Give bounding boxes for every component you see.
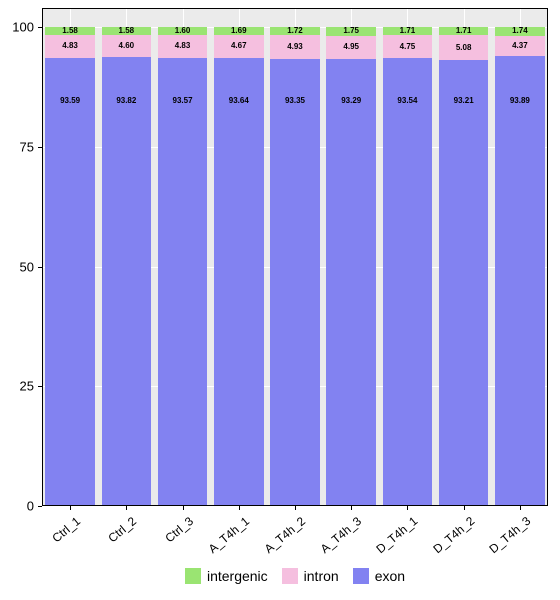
- plot-panel-border: [42, 8, 548, 506]
- x-tick-mark: [126, 506, 127, 510]
- legend-swatch-intron: [282, 568, 298, 584]
- x-tick-mark: [351, 506, 352, 510]
- y-tick-mark: [38, 506, 42, 507]
- legend-item-exon: exon: [353, 568, 405, 584]
- x-tick-mark: [464, 506, 465, 510]
- legend-swatch-exon: [353, 568, 369, 584]
- legend-swatch-intergenic: [185, 568, 201, 584]
- legend-label: intron: [304, 568, 339, 584]
- x-tick-mark: [239, 506, 240, 510]
- x-tick-label: D_T4h_2: [430, 514, 477, 556]
- x-tick-mark: [183, 506, 184, 510]
- y-tick-label: 75: [8, 139, 34, 154]
- x-tick-label: D_T4h_1: [374, 514, 421, 556]
- legend-item-intergenic: intergenic: [185, 568, 268, 584]
- y-tick-label: 0: [8, 499, 34, 514]
- x-tick-mark: [70, 506, 71, 510]
- x-tick-label: Ctrl_3: [154, 514, 195, 552]
- x-tick-label: A_T4h_3: [318, 514, 365, 556]
- legend-label: intergenic: [207, 568, 268, 584]
- x-tick-mark: [295, 506, 296, 510]
- x-tick-label: A_T4h_2: [261, 514, 308, 556]
- y-tick-mark: [38, 147, 42, 148]
- x-tick-label: A_T4h_1: [205, 514, 252, 556]
- x-tick-label: Ctrl_2: [98, 514, 139, 552]
- legend-item-intron: intron: [282, 568, 339, 584]
- y-tick-label: 50: [8, 259, 34, 274]
- legend: intergenic intron exon: [42, 568, 548, 584]
- y-tick-label: 100: [8, 20, 34, 35]
- y-tick-mark: [38, 267, 42, 268]
- stacked-bar-chart: 93.594.831.5893.824.601.5893.574.831.609…: [0, 0, 560, 600]
- x-tick-label: D_T4h_3: [486, 514, 533, 556]
- legend-label: exon: [375, 568, 405, 584]
- y-tick-mark: [38, 386, 42, 387]
- x-tick-mark: [407, 506, 408, 510]
- y-tick-label: 25: [8, 379, 34, 394]
- x-tick-mark: [520, 506, 521, 510]
- x-tick-label: Ctrl_1: [42, 514, 83, 552]
- y-tick-mark: [38, 27, 42, 28]
